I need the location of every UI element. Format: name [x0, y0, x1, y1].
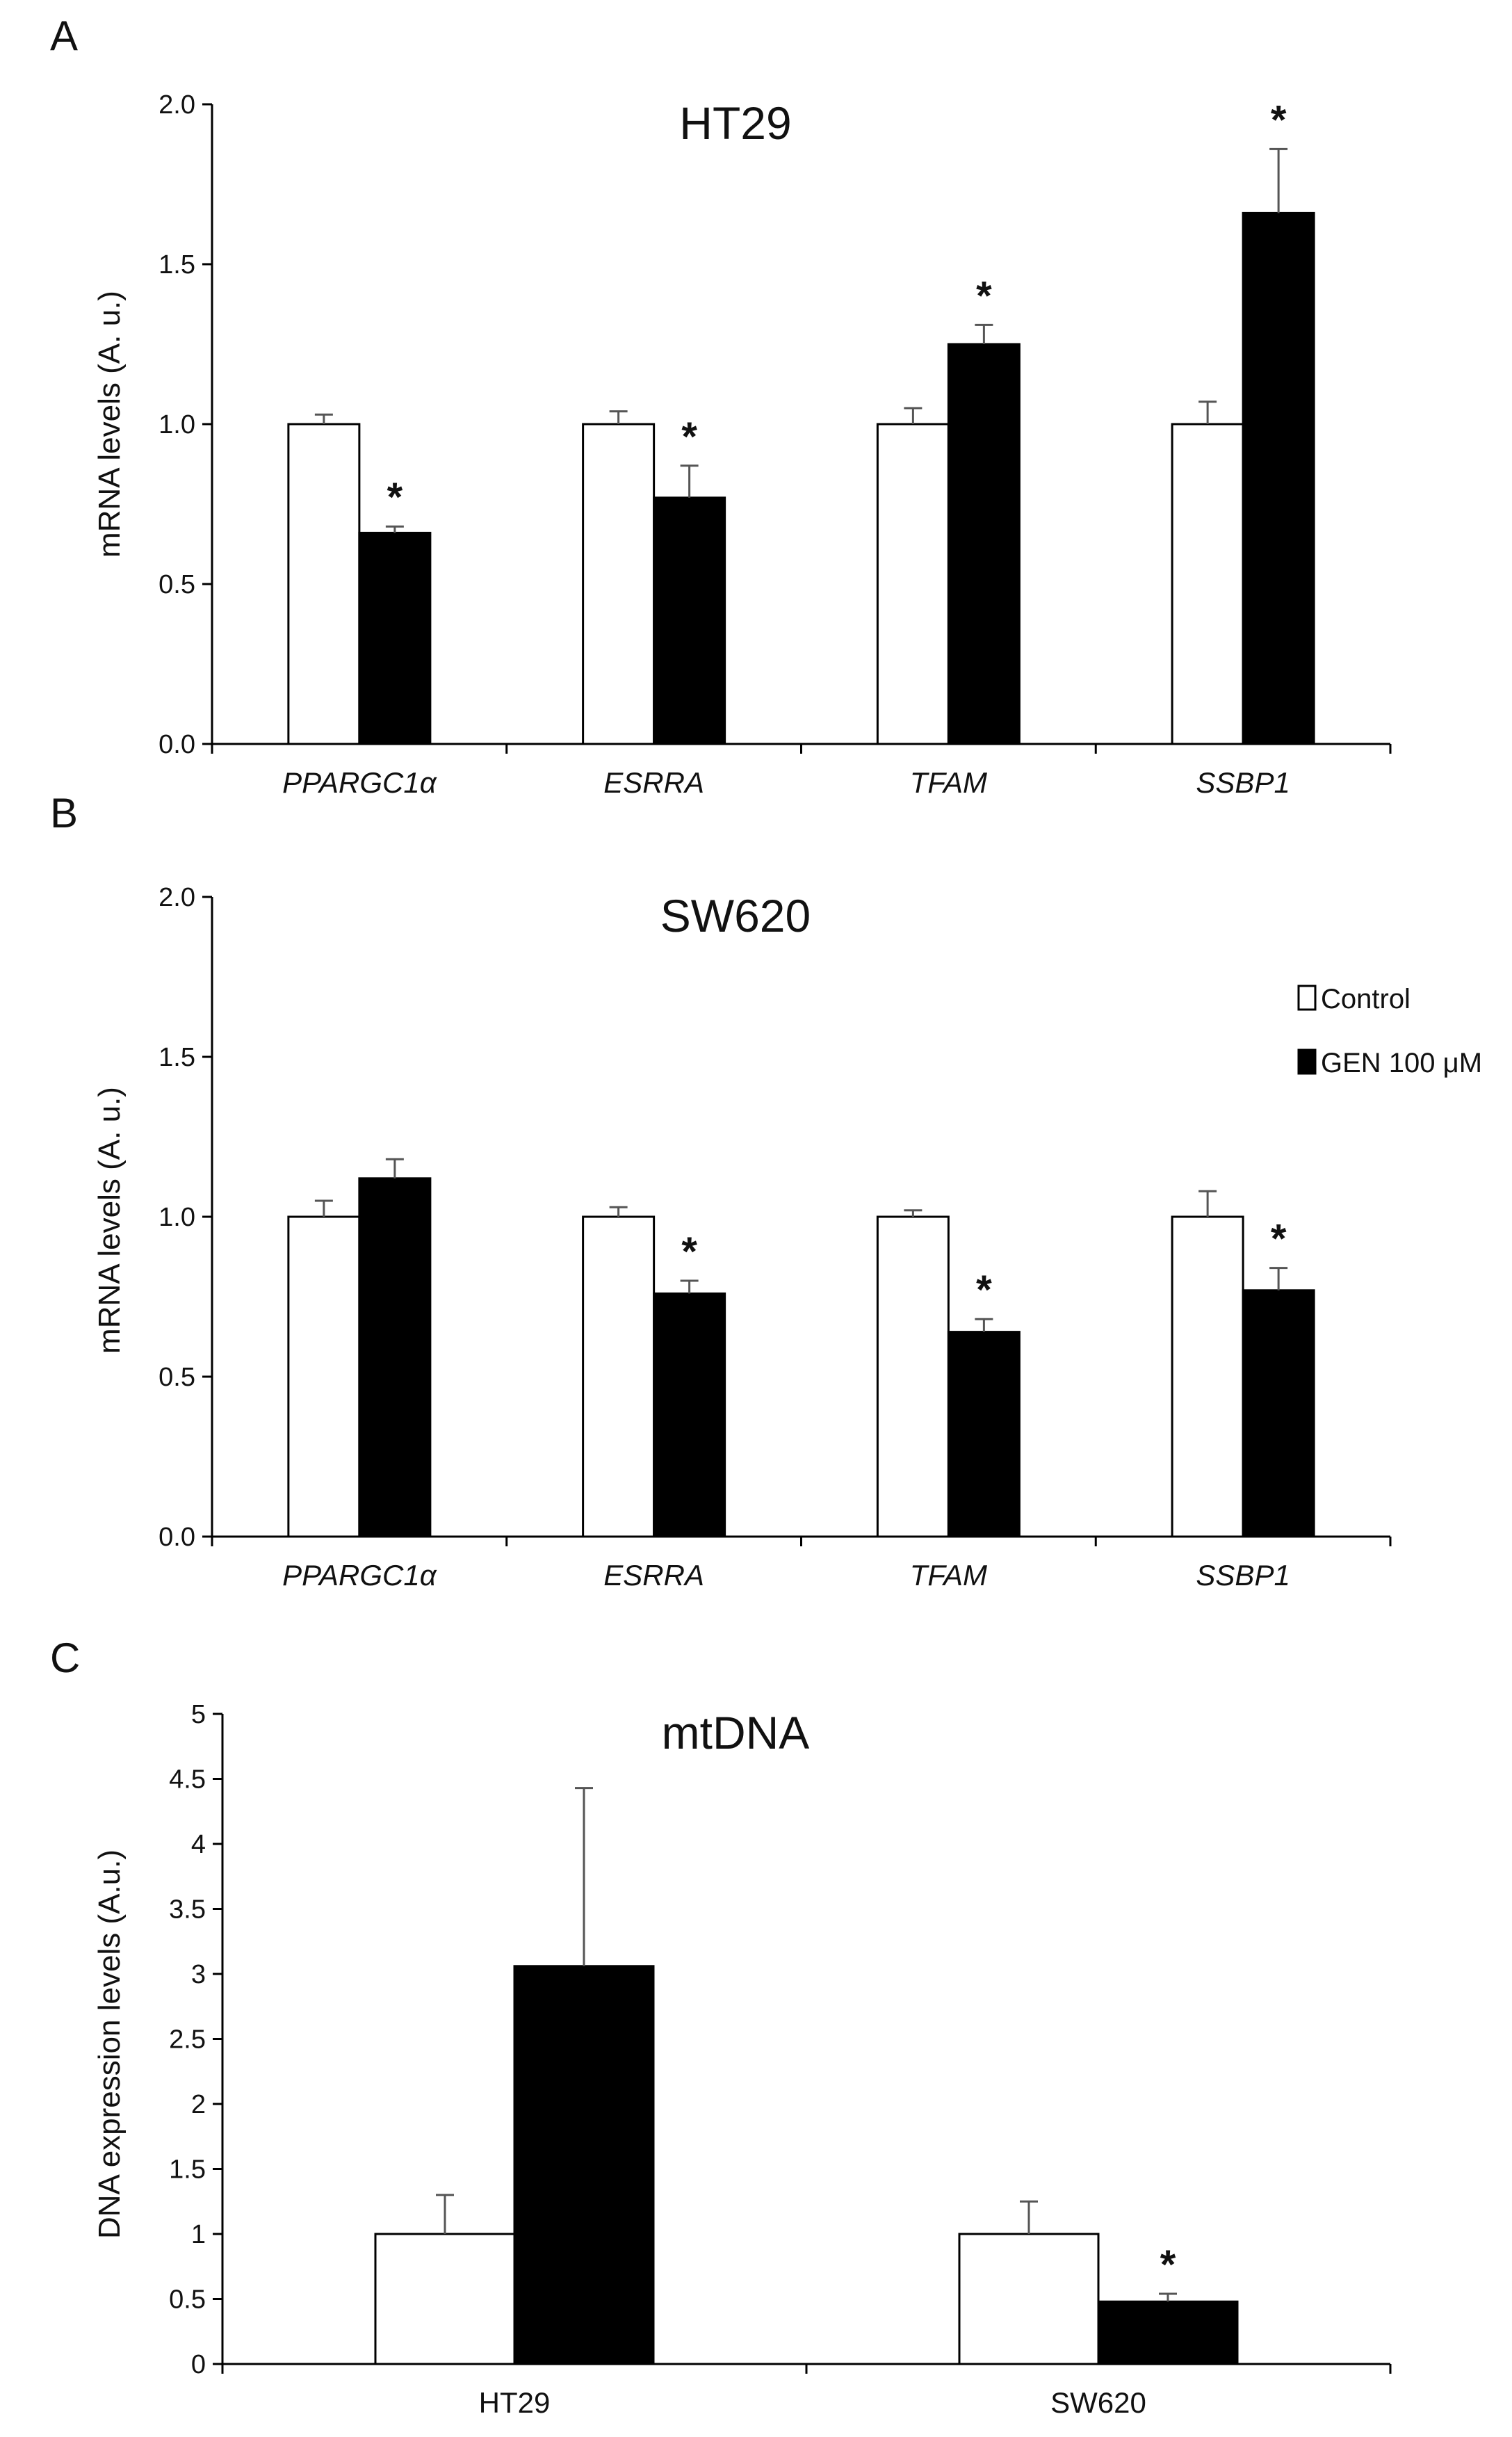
y-tick-label: 0: [191, 2350, 206, 2379]
y-tick-label: 1.0: [158, 1203, 195, 1232]
legend-swatch-control: [1297, 985, 1317, 1011]
y-tick-label: 3.5: [169, 1895, 206, 1925]
legend-label-gen: GEN 100 μM: [1321, 1048, 1482, 1078]
bar-gen: [358, 1177, 432, 1538]
bar-gen: [1242, 211, 1315, 745]
bar-gen: [513, 1965, 655, 2365]
y-axis-label: DNA expression levels (A.u.): [92, 1849, 127, 2239]
panel-letter: C: [50, 1635, 80, 1681]
bar-control: [287, 1215, 361, 1538]
y-axis-label: mRNA levels (A. u.): [92, 291, 127, 558]
x-category-label: PPARGC1α: [282, 766, 437, 799]
y-tick-label: 1.0: [158, 410, 195, 439]
x-category-label: ESRRA: [603, 1559, 704, 1592]
bar-control: [1171, 1215, 1244, 1538]
significance-star: *: [1160, 2242, 1176, 2288]
y-tick-label: 1.5: [169, 2155, 206, 2185]
bar-control: [1171, 423, 1244, 745]
y-tick-label: 0.0: [158, 1523, 195, 1552]
y-tick-label: 3: [191, 1960, 206, 1989]
significance-star: *: [976, 1268, 992, 1313]
panel-c: C mtDNA DNA expression levels (A.u.) 0 0.…: [50, 1635, 1392, 2419]
panel-letter: A: [50, 13, 78, 59]
bar-gen: [653, 1292, 726, 1538]
x-category-label: SW620: [1050, 2386, 1146, 2419]
bar-gen: [947, 1331, 1021, 1538]
panel-a: A HT29 mRNA levels (A. u.) 0.0 0.5 1.0 1.5 2…: [50, 13, 1392, 799]
legend-swatch-gen: [1297, 1049, 1317, 1075]
y-tick-label: 1: [191, 2220, 206, 2249]
bar-control: [582, 1215, 656, 1538]
bar-gen: [947, 343, 1021, 745]
x-category-label: SSBP1: [1196, 1559, 1290, 1592]
x-category-label: SSBP1: [1196, 766, 1290, 799]
bar-control: [876, 1215, 950, 1538]
bar-control: [958, 2233, 1100, 2365]
x-category-label: PPARGC1α: [282, 1559, 437, 1592]
bar-gen: [1097, 2300, 1239, 2365]
bar-control: [876, 423, 950, 745]
significance-star: *: [1271, 1217, 1287, 1262]
x-category-label: TFAM: [910, 1559, 987, 1592]
y-tick-label: 2.0: [158, 883, 195, 912]
legend-label-control: Control: [1321, 984, 1411, 1014]
chart-title: HT29: [679, 97, 791, 149]
y-tick-label: 5: [191, 1700, 206, 1729]
significance-star: *: [387, 475, 403, 520]
y-tick-label: 0.5: [169, 2285, 206, 2315]
panel-b: B SW620 mRNA levels (A. u.) 0.0 0.5 1.0 1.5…: [50, 790, 1392, 1592]
y-tick-label: 4: [191, 1830, 206, 1859]
bar-control: [374, 2233, 516, 2365]
y-tick-label: 2.0: [158, 90, 195, 120]
bar-gen: [1242, 1289, 1315, 1538]
y-axis-label: mRNA levels (A. u.): [92, 1087, 127, 1354]
bar-gen: [653, 496, 726, 745]
y-tick-label: 4.5: [169, 1765, 206, 1795]
bar-control: [582, 423, 656, 745]
significance-star: *: [681, 1229, 697, 1274]
y-tick-label: 1.5: [158, 250, 195, 280]
y-tick-label: 0.5: [158, 570, 195, 599]
y-tick-label: 1.5: [158, 1043, 195, 1072]
y-tick-label: 0.5: [158, 1363, 195, 1392]
y-tick-label: 0.0: [158, 730, 195, 759]
significance-star: *: [1271, 97, 1287, 143]
significance-star: *: [681, 414, 697, 460]
significance-star: *: [976, 273, 992, 318]
chart-title: SW620: [660, 890, 811, 941]
chart-title: mtDNA: [662, 1707, 810, 1758]
x-category-label: HT29: [479, 2386, 551, 2419]
y-tick-label: 2.5: [169, 2025, 206, 2055]
bar-gen: [358, 531, 432, 745]
bar-control: [287, 423, 361, 745]
legend: Control GEN 100 μM: [1297, 984, 1482, 1078]
panel-letter: B: [50, 790, 78, 836]
x-category-label: ESRRA: [603, 766, 704, 799]
x-category-label: TFAM: [910, 766, 987, 799]
y-tick-label: 2: [191, 2090, 206, 2119]
